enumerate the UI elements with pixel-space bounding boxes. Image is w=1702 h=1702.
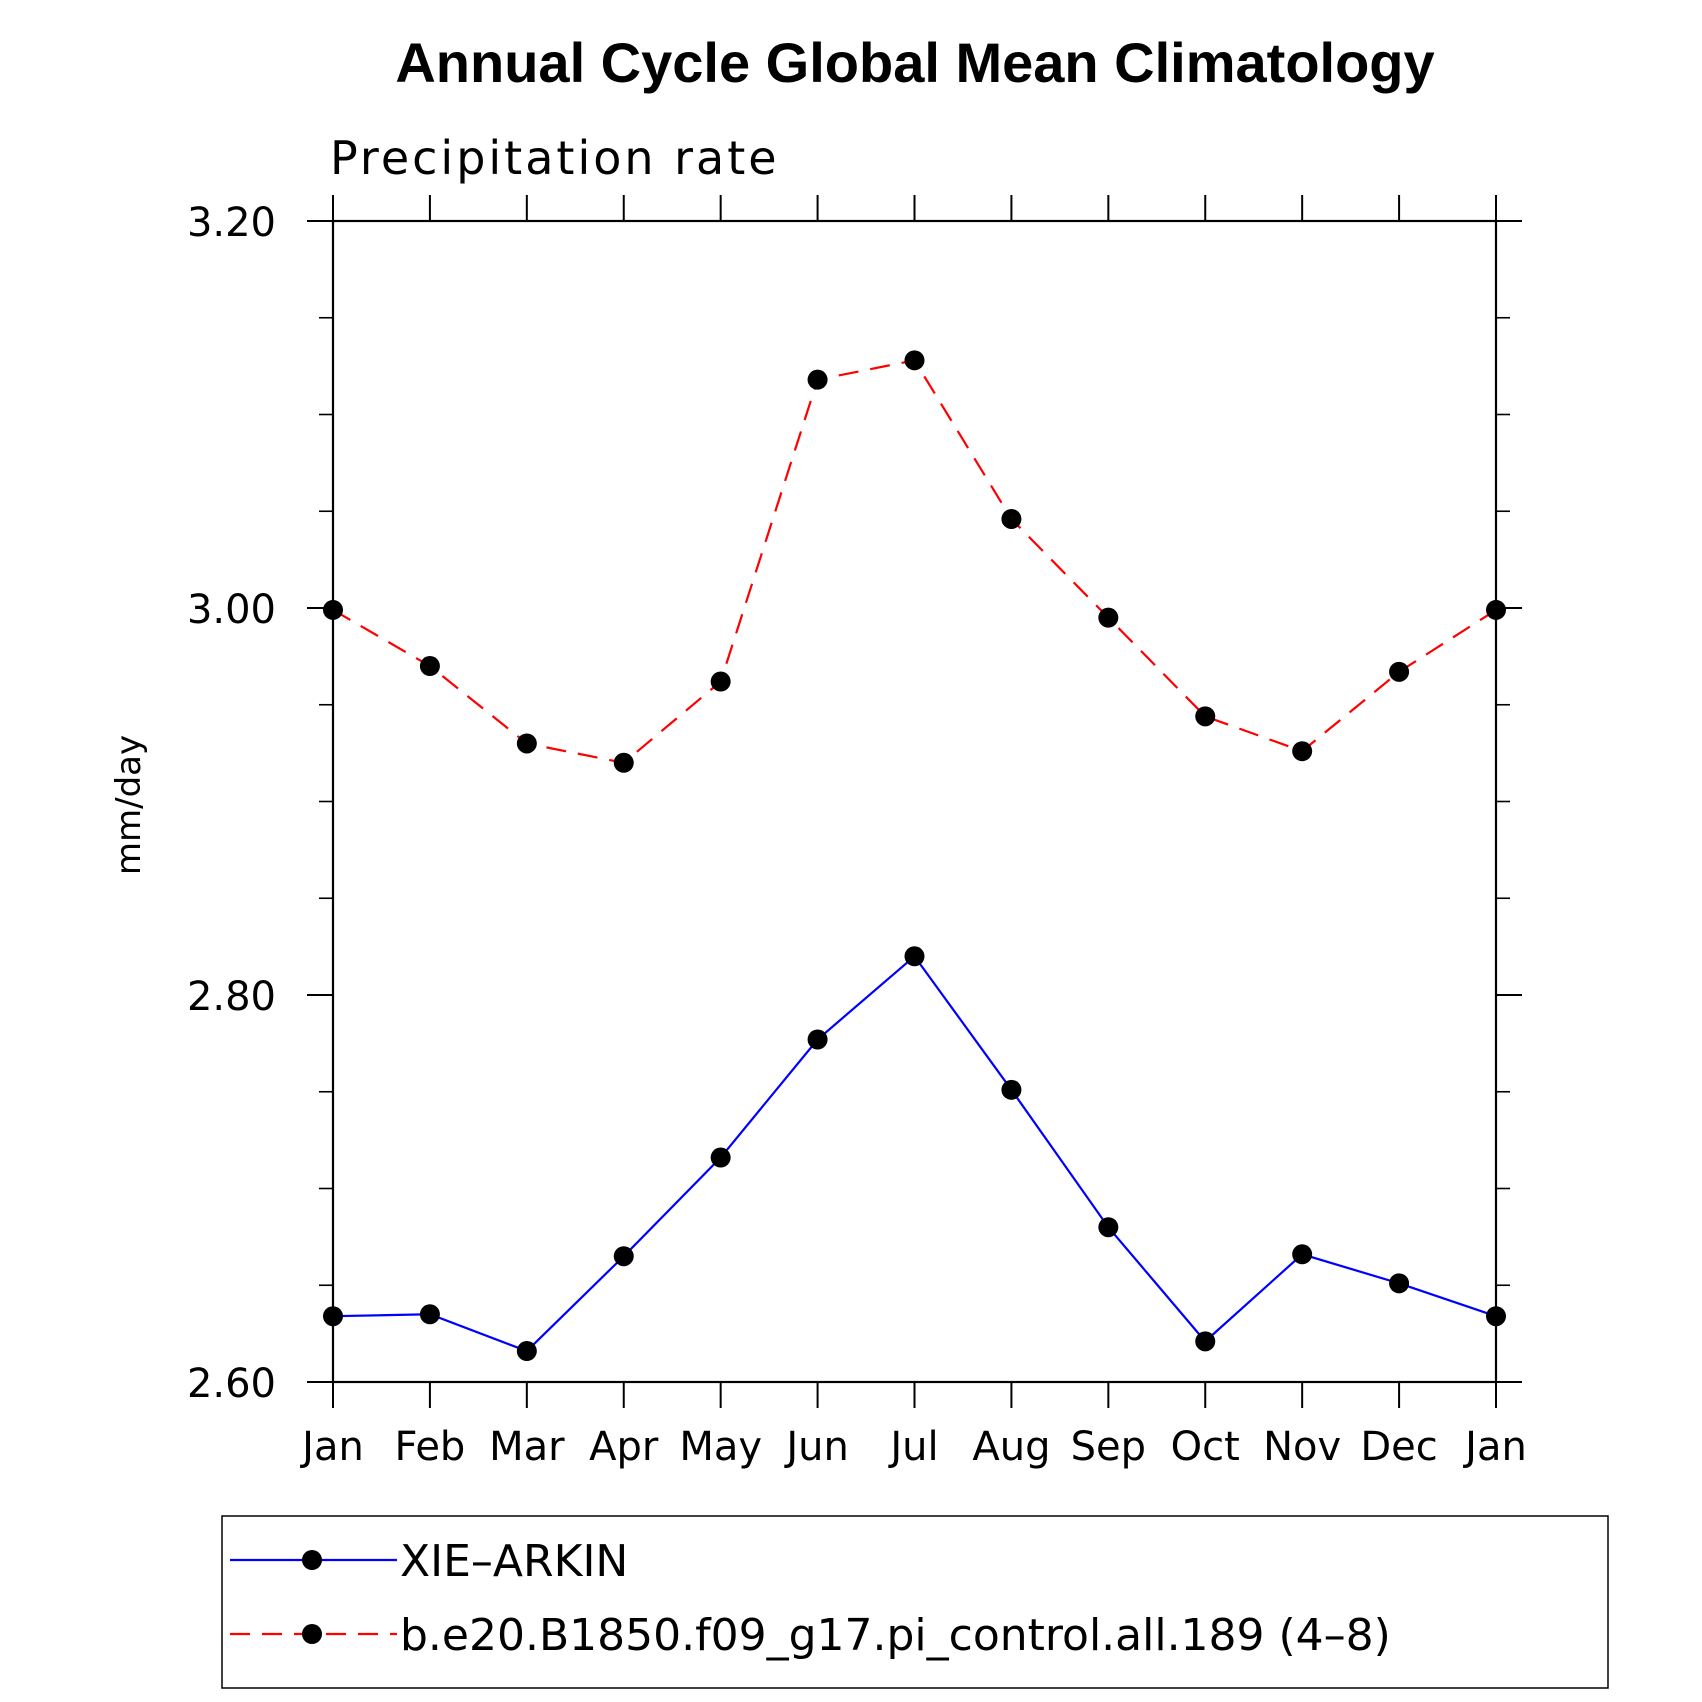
data-point-0 <box>1001 1079 1022 1100</box>
x-tick-label: Mar <box>489 1424 565 1470</box>
chart-subtitle: Precipitation rate <box>330 131 780 185</box>
data-point-1 <box>1001 508 1022 529</box>
data-point-0 <box>807 1029 828 1050</box>
legend-marker-model <box>302 1624 322 1644</box>
data-point-1 <box>516 733 537 754</box>
series-line-0 <box>332 954 1497 1353</box>
data-point-1 <box>904 350 925 371</box>
data-point-1 <box>323 599 343 620</box>
series-layer <box>323 350 1506 1362</box>
series-line-1 <box>332 359 1497 764</box>
axis-ticks: Jan Feb Mar Apr May Jun Jul Aug Sep Oct Nov Dec Jan 2… <box>187 195 1527 1470</box>
data-point-1 <box>1389 661 1410 682</box>
data-point-0 <box>1195 1331 1216 1352</box>
data-point-1 <box>710 671 731 692</box>
data-point-1 <box>1292 741 1313 762</box>
y-axis-label: mm/day <box>109 735 149 875</box>
x-tick-label: Oct <box>1171 1424 1240 1470</box>
x-tick-label: Jan <box>299 1424 364 1470</box>
plot-frame <box>331 219 1498 1384</box>
data-point-0 <box>1389 1273 1410 1294</box>
y-tick-label: 2.60 <box>187 1361 276 1407</box>
x-tick-label: Jan <box>1462 1424 1527 1470</box>
data-point-1 <box>1098 607 1119 628</box>
x-tick-label: Aug <box>972 1424 1050 1470</box>
data-point-1 <box>419 656 440 677</box>
legend-marker-xie-arkin <box>302 1550 322 1570</box>
plot-area <box>331 219 1498 1384</box>
legend-label-model: b.e20.B1850.f09_g17.pi_control.all.189 (… <box>400 1610 1391 1661</box>
data-point-0 <box>419 1304 440 1325</box>
legend-box <box>221 1515 1609 1689</box>
x-tick-label: Apr <box>589 1424 659 1470</box>
data-point-0 <box>1098 1217 1119 1238</box>
x-tick-label: Jul <box>887 1424 938 1470</box>
data-point-0 <box>904 946 925 967</box>
data-point-0 <box>323 1306 343 1327</box>
y-tick-label: 2.80 <box>187 974 276 1020</box>
y-tick-label: 3.20 <box>187 200 276 246</box>
legend: XIE–ARKIN b.e20.B1850.f09_g17.pi_control… <box>221 1515 1609 1689</box>
data-point-0 <box>1486 1306 1506 1327</box>
x-tick-label: Jun <box>783 1424 849 1470</box>
x-tick-label: Nov <box>1263 1424 1341 1470</box>
y-tick-label: 3.00 <box>187 587 276 633</box>
x-tick-label: Feb <box>395 1424 466 1470</box>
data-point-1 <box>807 369 828 390</box>
x-tick-label: Dec <box>1360 1424 1437 1470</box>
data-point-0 <box>1292 1244 1313 1265</box>
data-point-0 <box>613 1246 634 1267</box>
x-tick-label: May <box>679 1424 762 1470</box>
data-point-0 <box>516 1341 537 1362</box>
x-tick-label: Sep <box>1071 1424 1146 1470</box>
data-point-1 <box>1195 706 1216 727</box>
data-point-0 <box>710 1147 731 1168</box>
data-point-1 <box>1486 599 1506 620</box>
chart-title: Annual Cycle Global Mean Climatology <box>395 31 1434 94</box>
legend-label-xie-arkin: XIE–ARKIN <box>400 1536 628 1587</box>
data-point-1 <box>613 752 634 773</box>
